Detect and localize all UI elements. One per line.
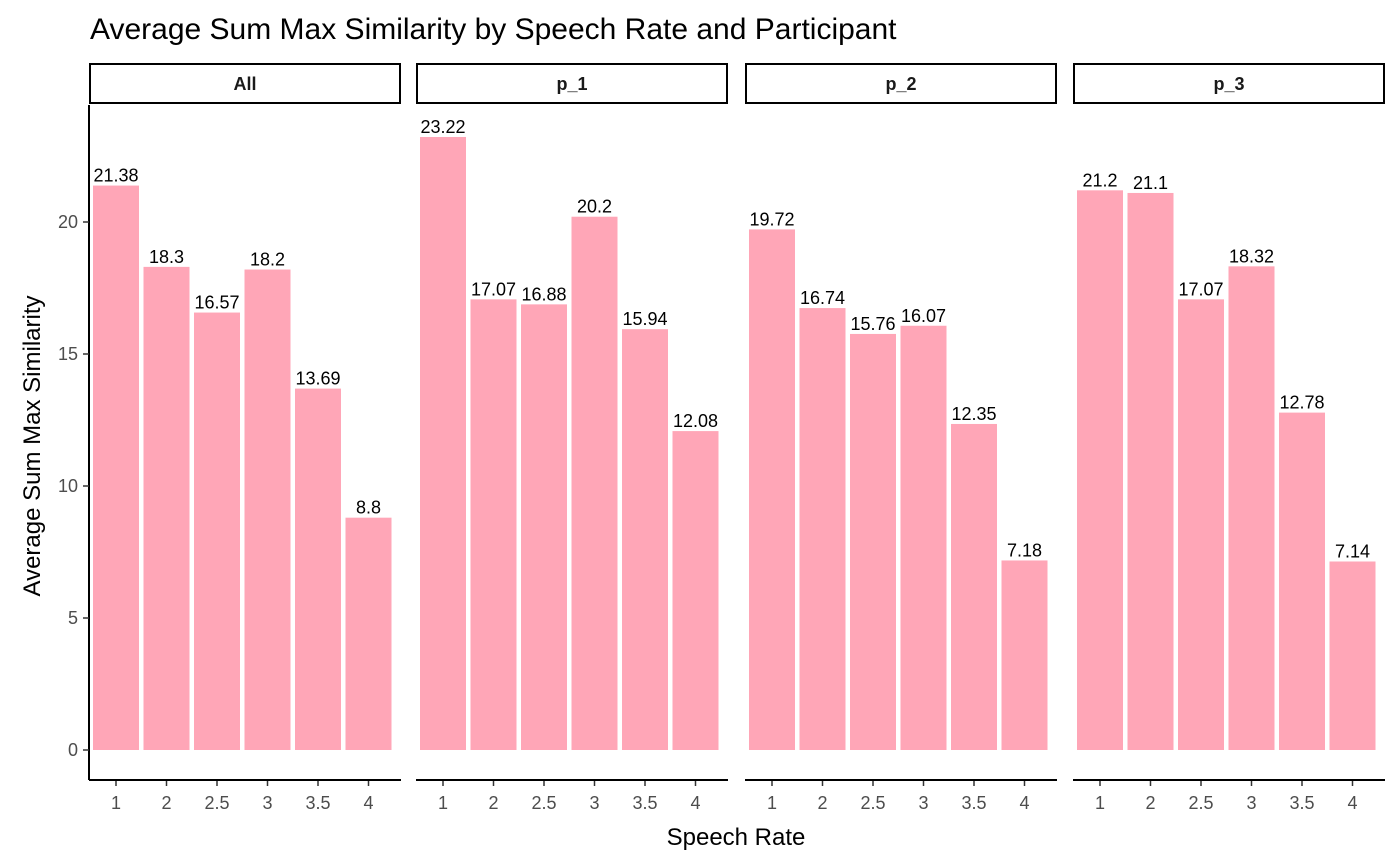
bar-value-label: 18.3 — [149, 247, 184, 267]
x-tick-label: 2 — [161, 793, 171, 813]
bar-value-label: 15.94 — [622, 309, 667, 329]
facet-strip — [745, 63, 1057, 104]
bar-value-label: 19.72 — [749, 209, 794, 229]
y-tick-label: 5 — [68, 608, 78, 628]
bar — [850, 333, 896, 750]
bar-value-label: 16.74 — [800, 288, 845, 308]
bar-value-label: 21.2 — [1082, 170, 1117, 190]
x-tick-label: 3.5 — [305, 793, 330, 813]
bar — [93, 185, 139, 750]
bar — [799, 308, 846, 750]
bar-value-label: 18.2 — [250, 250, 285, 270]
bar-value-label: 21.1 — [1133, 173, 1168, 193]
bar — [1279, 412, 1325, 750]
x-tick-label: 1 — [111, 793, 121, 813]
bar-value-label: 18.32 — [1229, 246, 1274, 266]
x-tick-label: 2.5 — [204, 793, 229, 813]
bar-value-label: 15.76 — [850, 314, 895, 334]
bar — [244, 269, 291, 750]
x-tick-label: 4 — [363, 793, 373, 813]
x-tick-label: 2.5 — [1188, 793, 1213, 813]
facet-panel-p_1: p_1 23.22 1 17.07 2 16.88 2.5 20.2 3 15.94 3.5 12.0… — [416, 63, 728, 813]
facet-strip-label: p_3 — [1213, 74, 1244, 94]
bar — [1228, 266, 1275, 750]
bar-value-label: 12.08 — [673, 411, 718, 431]
bar-value-label: 7.18 — [1007, 540, 1042, 560]
y-axis: 0 5 10 15 20 — [58, 105, 90, 780]
bar — [951, 423, 997, 750]
bar — [345, 517, 392, 750]
x-tick-label: 3.5 — [1289, 793, 1314, 813]
bar — [194, 312, 240, 750]
bar-value-label: 16.57 — [194, 293, 239, 313]
x-tick-label: 3.5 — [632, 793, 657, 813]
bar — [143, 266, 190, 750]
x-tick-label: 4 — [1019, 793, 1029, 813]
bar-value-label: 16.88 — [521, 284, 566, 304]
x-tick-label: 4 — [1347, 793, 1357, 813]
bar-value-label: 21.38 — [93, 166, 138, 186]
bar-value-label: 23.22 — [420, 117, 465, 137]
bar-value-label: 13.69 — [295, 369, 340, 389]
x-tick-label: 2.5 — [860, 793, 885, 813]
x-tick-label: 2 — [488, 793, 498, 813]
bar — [672, 431, 719, 750]
bar-value-label: 12.78 — [1279, 393, 1324, 413]
bar — [1178, 299, 1224, 750]
bar — [295, 388, 341, 750]
x-tick-label: 3 — [589, 793, 599, 813]
y-tick-label: 0 — [68, 740, 78, 760]
x-tick-label: 3.5 — [961, 793, 986, 813]
y-axis-title: Average Sum Max Similarity — [19, 296, 46, 597]
facet-strip — [416, 63, 728, 104]
chart-title: Average Sum Max Similarity by Speech Rat… — [90, 13, 897, 46]
facet-panel-All: All 21.38 1 18.3 2 16.57 2.5 18.2 3 13.69 3.5 8.8 4 — [89, 63, 401, 813]
bar — [749, 229, 795, 751]
y-tick-label: 20 — [58, 212, 78, 232]
x-tick-label: 3 — [262, 793, 272, 813]
bar — [470, 299, 517, 750]
facet-strip-label: All — [233, 74, 256, 94]
bar — [622, 329, 668, 750]
bar — [420, 136, 466, 750]
x-tick-label: 2.5 — [531, 793, 556, 813]
bar — [900, 325, 947, 750]
bar-value-label: 17.07 — [1178, 279, 1223, 299]
bar-value-label: 20.2 — [577, 197, 612, 217]
x-tick-label: 2 — [1145, 793, 1155, 813]
bar — [1001, 560, 1048, 750]
facet-panel-p_3: p_3 21.2 1 21.1 2 17.07 2.5 18.32 3 12.78 3.5 7.14 4 — [1073, 63, 1385, 813]
x-tick-label: 1 — [767, 793, 777, 813]
facet-strip-label: p_1 — [556, 74, 587, 94]
bar-value-label: 12.35 — [951, 404, 996, 424]
bar-value-label: 17.07 — [471, 279, 516, 299]
bar — [571, 216, 618, 751]
facet-panels: All21.38118.3216.572.518.2313.693.58.84p… — [89, 63, 1385, 813]
facet-strip — [89, 63, 401, 104]
bar — [1329, 561, 1376, 750]
y-tick-label: 10 — [58, 476, 78, 496]
y-tick-label: 15 — [58, 344, 78, 364]
bar-value-label: 8.8 — [356, 498, 381, 518]
x-tick-label: 1 — [438, 793, 448, 813]
bar-value-label: 7.14 — [1335, 542, 1370, 562]
x-tick-label: 3 — [1246, 793, 1256, 813]
x-tick-label: 3 — [918, 793, 928, 813]
x-axis-title: Speech Rate — [667, 824, 806, 851]
x-tick-label: 4 — [690, 793, 700, 813]
x-tick-label: 2 — [817, 793, 827, 813]
bar — [521, 304, 567, 750]
bar — [1127, 192, 1174, 750]
facet-panel-p_2: p_2 19.72 1 16.74 2 15.76 2.5 16.07 3 12.35 3.5 7.1… — [745, 63, 1057, 813]
facet-strip — [1073, 63, 1385, 104]
bar-value-label: 16.07 — [901, 306, 946, 326]
facet-strip-label: p_2 — [885, 74, 916, 94]
x-tick-label: 1 — [1095, 793, 1105, 813]
bar — [1077, 190, 1123, 750]
